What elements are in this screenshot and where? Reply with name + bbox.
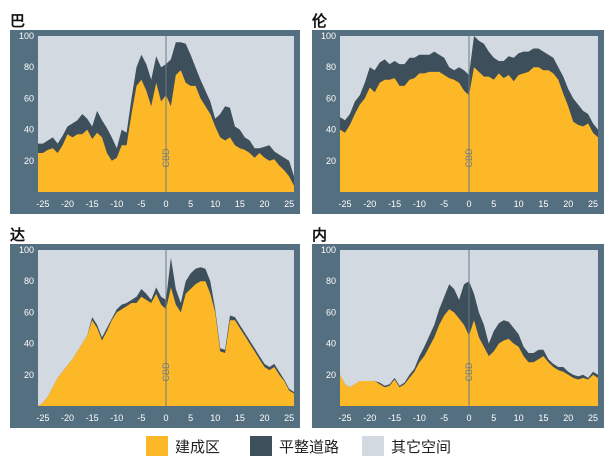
- y-tick-label: 40: [326, 125, 336, 135]
- cbd-label: CBD: [161, 148, 171, 168]
- legend: 建成区 平整道路 其它空间: [0, 432, 615, 460]
- x-tick-label: -25: [36, 413, 49, 423]
- x-tick-label: -20: [61, 413, 74, 423]
- y-tick-label: 40: [24, 339, 34, 349]
- x-tick-label: -20: [363, 413, 376, 423]
- legend-label: 其它空间: [391, 437, 452, 456]
- x-tick-label: 20: [563, 413, 573, 423]
- cbd-label: CBD: [464, 148, 474, 168]
- x-tick-label: -25: [338, 413, 351, 423]
- x-tick-label: 0: [466, 413, 471, 423]
- legend-item-other-space: 其它空间: [362, 435, 451, 457]
- chart-nairobi: CBD 20 40 60 80 100 -25 -20 -15 -10 -5 0 5 10 15 20 25: [312, 244, 604, 428]
- y-tick-label: 40: [24, 125, 34, 135]
- x-tick-label: 0: [163, 199, 168, 209]
- y-tick-label: 20: [326, 156, 336, 166]
- legend-item-roads: 平整道路: [250, 435, 339, 457]
- x-tick-label: -15: [86, 199, 99, 209]
- y-tick-label: 60: [326, 93, 336, 103]
- y-tick-label: 80: [326, 62, 336, 72]
- y-tick-label: 100: [19, 245, 34, 255]
- x-tick-label: 0: [163, 413, 168, 423]
- x-tick-label: 10: [210, 413, 220, 423]
- legend-swatch-other-space: [362, 436, 384, 456]
- y-tick-label: 20: [24, 156, 34, 166]
- x-tick-label: 5: [188, 413, 193, 423]
- x-tick-label: -5: [440, 199, 448, 209]
- chart-barcelona: CBD 20 40 60 80 100 -25 -20 -15 -10 -5 0 5 10 15 20 25: [10, 30, 300, 214]
- x-tick-label: 15: [235, 199, 245, 209]
- y-tick-label: 100: [19, 31, 34, 41]
- x-tick-label: -10: [110, 413, 123, 423]
- chart-dar-es-salaam: CBD 20 40 60 80 100 -25 -20 -15 -10 -5 0 5 10 15 20 25: [10, 244, 300, 428]
- x-tick-label: -15: [388, 413, 401, 423]
- x-tick-label: 25: [284, 199, 294, 209]
- x-tick-label: 10: [210, 199, 220, 209]
- x-tick-label: 25: [588, 413, 598, 423]
- x-tick-label: 5: [491, 199, 496, 209]
- x-tick-label: 15: [538, 413, 548, 423]
- x-tick-label: 10: [514, 199, 524, 209]
- legend-item-built-up: 建成区: [146, 435, 220, 457]
- y-tick-label: 20: [24, 370, 34, 380]
- x-tick-label: 25: [588, 199, 598, 209]
- x-tick-label: 20: [259, 199, 269, 209]
- cbd-label: CBD: [161, 362, 171, 382]
- x-tick-label: -15: [86, 413, 99, 423]
- x-tick-label: 15: [538, 199, 548, 209]
- legend-label: 建成区: [175, 437, 221, 456]
- x-tick-label: 5: [188, 199, 193, 209]
- cbd-label: CBD: [464, 362, 474, 382]
- x-tick-label: -20: [61, 199, 74, 209]
- y-tick-label: 100: [321, 245, 336, 255]
- x-tick-label: 10: [514, 413, 524, 423]
- x-tick-label: -10: [413, 199, 426, 209]
- x-tick-label: 5: [491, 413, 496, 423]
- x-tick-label: -5: [137, 413, 145, 423]
- x-tick-label: 15: [235, 413, 245, 423]
- chart-london: CBD 20 40 60 80 100 -25 -20 -15 -10 -5 0 5 10 15 20 25: [312, 30, 604, 214]
- y-tick-label: 80: [24, 276, 34, 286]
- x-tick-label: 20: [563, 199, 573, 209]
- y-tick-label: 60: [24, 93, 34, 103]
- x-tick-label: -20: [363, 199, 376, 209]
- x-tick-label: -5: [137, 199, 145, 209]
- y-tick-label: 80: [24, 62, 34, 72]
- x-tick-label: -25: [36, 199, 49, 209]
- legend-swatch-roads: [250, 436, 272, 456]
- y-tick-label: 100: [321, 31, 336, 41]
- x-tick-label: 25: [284, 413, 294, 423]
- x-tick-label: -15: [388, 199, 401, 209]
- y-tick-label: 20: [326, 370, 336, 380]
- y-tick-label: 40: [326, 339, 336, 349]
- y-tick-label: 60: [326, 307, 336, 317]
- x-tick-label: -10: [110, 199, 123, 209]
- x-tick-label: 0: [466, 199, 471, 209]
- legend-swatch-built-up: [146, 436, 168, 456]
- x-tick-label: 20: [259, 413, 269, 423]
- y-tick-label: 80: [326, 276, 336, 286]
- legend-label: 平整道路: [279, 437, 340, 456]
- x-tick-label: -25: [338, 199, 351, 209]
- x-tick-label: -10: [413, 413, 426, 423]
- y-tick-label: 60: [24, 307, 34, 317]
- x-tick-label: -5: [440, 413, 448, 423]
